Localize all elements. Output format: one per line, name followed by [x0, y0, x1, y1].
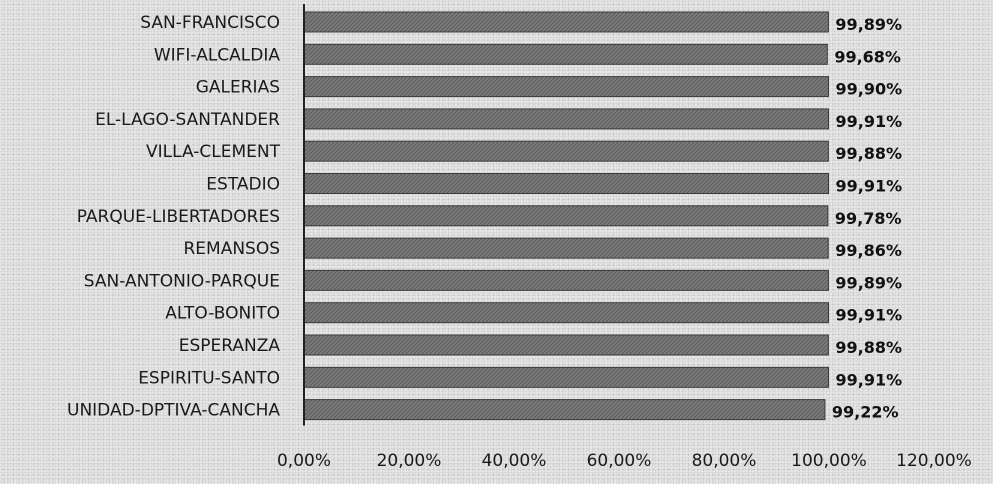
value-label: 99,88% — [835, 144, 902, 163]
category-label: SAN-FRANCISCO — [140, 13, 280, 33]
value-label: 99,68% — [834, 47, 901, 66]
x-tick-label: 60,00% — [587, 451, 652, 471]
x-tick-label: 80,00% — [692, 451, 757, 471]
x-axis-tick-labels: 0,00% 20,00% 40,00% 60,00% 80,00% 100,00% 120,… — [277, 451, 972, 471]
value-label: 99,86% — [835, 241, 902, 260]
bar — [303, 237, 829, 259]
bar — [303, 269, 829, 291]
category-label: ESPERANZA — [179, 336, 281, 356]
bar — [303, 366, 830, 388]
category-label: GALERIAS — [196, 78, 280, 98]
value-label: 99,91% — [836, 112, 903, 131]
bar — [303, 399, 826, 421]
category-label: ESPIRITU-SANTO — [138, 368, 280, 388]
category-label: EL-LAGO-SANTANDER — [95, 110, 280, 130]
value-label: 99,22% — [832, 403, 899, 422]
category-label: SAN-ANTONIO-PARQUE — [84, 271, 280, 291]
category-label: UNIDAD-DPTIVA-CANCHA — [67, 401, 280, 421]
category-label: PARQUE-LIBERTADORES — [77, 207, 280, 227]
x-tick-label: 120,00% — [896, 451, 972, 471]
value-label: 99,91% — [836, 370, 903, 389]
value-label: 99,91% — [836, 177, 903, 196]
bar — [303, 43, 828, 65]
category-label: ESTADIO — [206, 175, 280, 195]
bar — [303, 334, 829, 356]
bar — [303, 11, 829, 33]
value-label: 99,90% — [835, 80, 902, 99]
value-label: 99,88% — [835, 338, 902, 357]
category-labels: SAN-FRANCISCO WIFI-ALCALDIA GALERIAS EL-LAG… — [67, 13, 281, 421]
value-labels: 99,89% 99,68% 99,90% 99,91% 99,88% 99,91% 99,7… — [832, 15, 902, 422]
category-label: VILLA-CLEMENT — [146, 142, 281, 162]
value-label: 99,89% — [835, 273, 902, 292]
bars-group — [303, 11, 830, 421]
bar — [303, 76, 829, 98]
x-tick-label: 20,00% — [377, 451, 442, 471]
category-label: WIFI-ALCALDIA — [154, 45, 281, 65]
x-tick-label: 0,00% — [277, 451, 331, 471]
bar — [303, 205, 829, 227]
bar — [303, 140, 829, 162]
value-label: 99,89% — [835, 15, 902, 34]
bar — [303, 302, 830, 324]
bar — [303, 108, 830, 130]
value-label: 99,91% — [836, 306, 903, 325]
bar — [303, 173, 830, 194]
category-label: REMANSOS — [183, 239, 280, 259]
x-tick-label: 40,00% — [482, 451, 547, 471]
x-tick-label: 100,00% — [791, 451, 867, 471]
value-label: 99,78% — [835, 209, 902, 228]
category-label: ALTO-BONITO — [165, 304, 280, 324]
